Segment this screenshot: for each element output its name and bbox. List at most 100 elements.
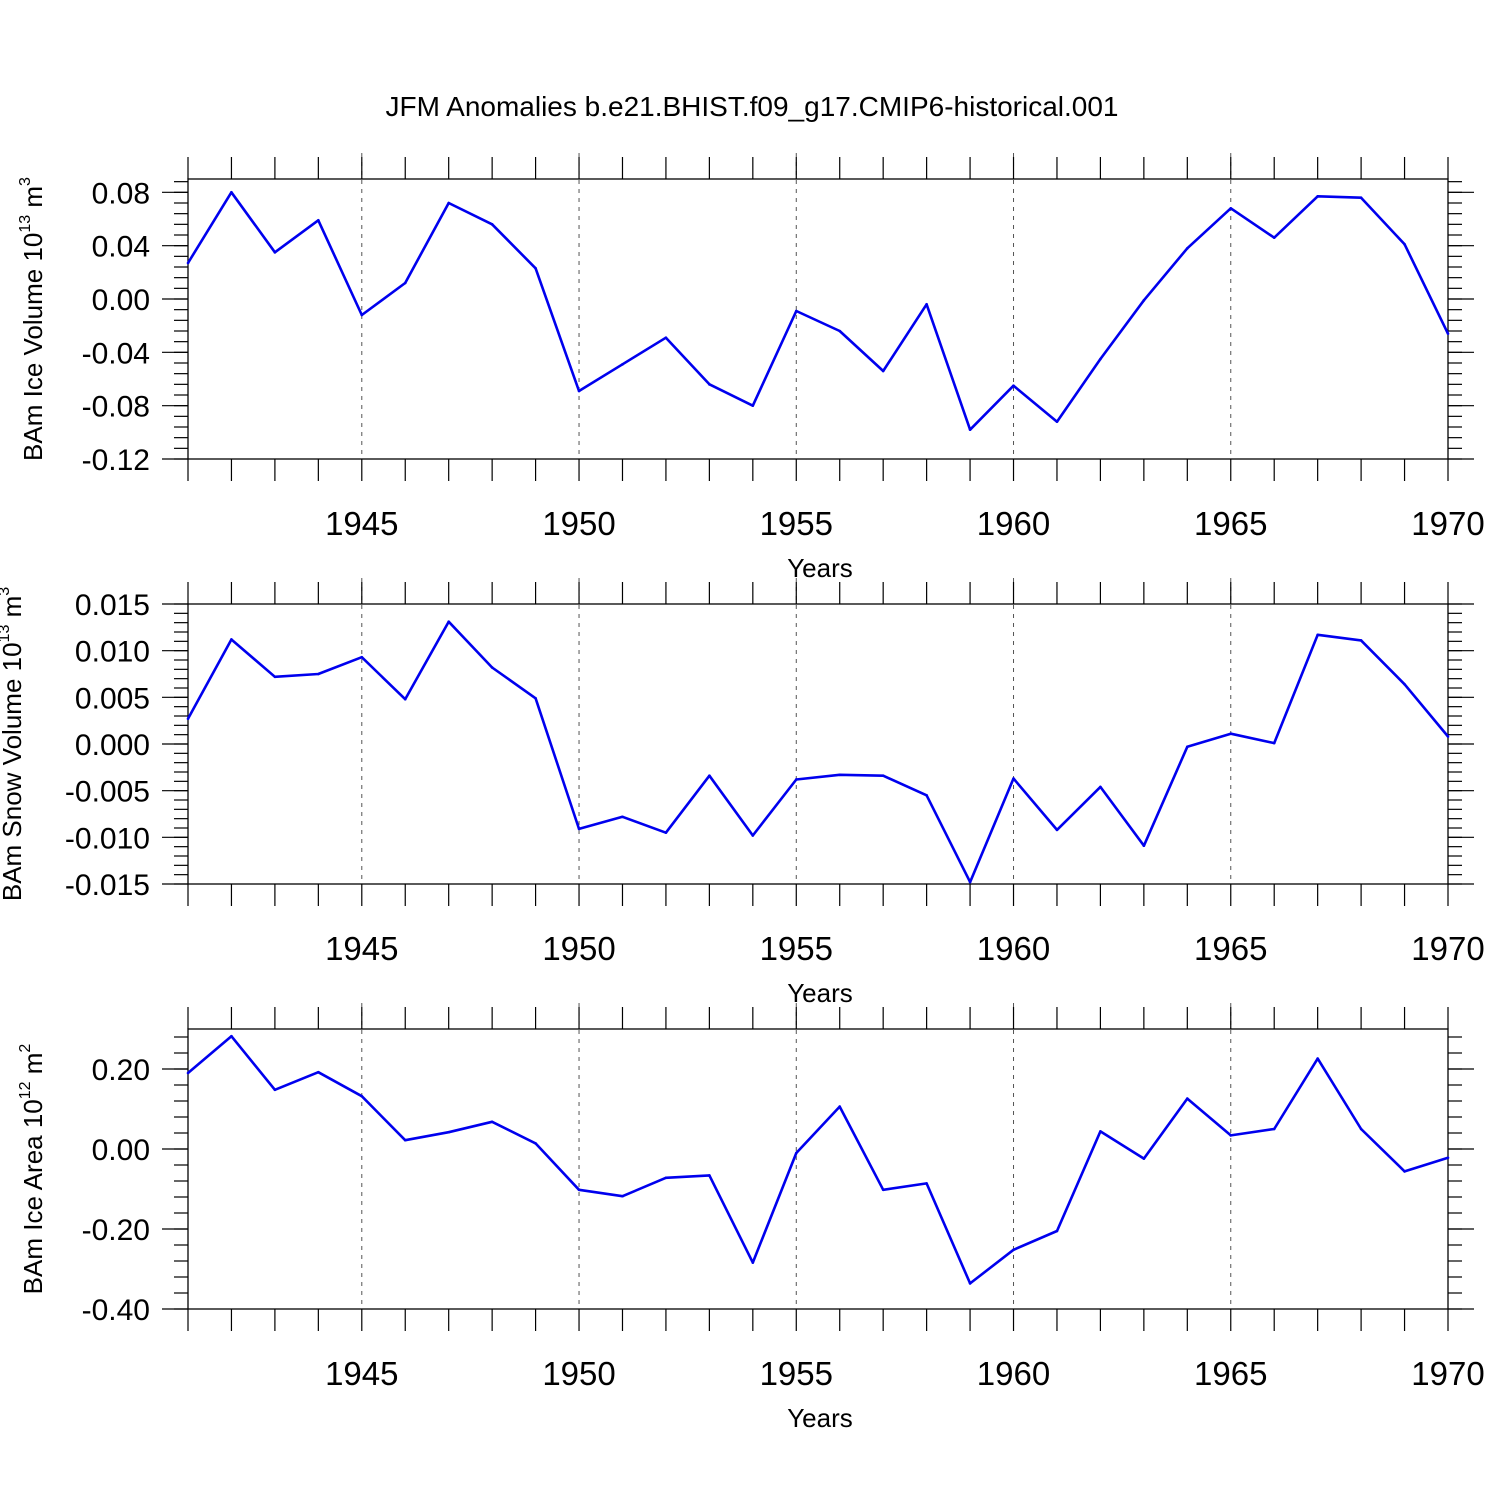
data-point [621,815,624,819]
data-point [186,717,190,721]
x-axis-label: Years [787,553,853,583]
data-point [794,778,798,781]
panel-snow-volume: 0.015 0.010 0.005 0.000 -0.005 -0.010 -0.015 19… [0,578,1485,1008]
data-point [490,1120,494,1124]
data-point [794,309,798,313]
data-point [490,223,494,226]
y-axis-label: BAm Snow Volume 1013 m3 [0,587,27,901]
data-point [664,336,668,339]
x-tick-label: 1955 [760,505,833,542]
data-point [968,880,972,884]
y-tick-label: -0.005 [65,776,150,809]
data-point [1272,741,1276,745]
y-tick-label: 0.000 [75,729,150,762]
y-tick-label: 0.010 [75,636,150,669]
data-point [751,404,755,407]
data-point [1142,1157,1146,1160]
data-point [317,219,320,222]
y-tick-label: 0.00 [92,284,150,317]
data-point [621,363,624,366]
data-point [534,696,537,700]
data-point [1446,332,1450,335]
data-point [751,1261,755,1264]
data-point [447,1130,450,1134]
data-point [1272,1127,1276,1131]
data-point [360,1094,364,1098]
data-point [838,773,842,777]
data-point [1403,1170,1406,1173]
data-point [1316,1057,1319,1060]
data-point [534,1142,537,1145]
chart-title: JFM Anomalies b.e21.BHIST.f09_g17.CMIP6-… [385,91,1118,122]
plot-frame [187,1028,1449,1310]
y-tick-label: -0.12 [82,444,150,477]
data-point [273,1088,277,1092]
data-point [968,1282,972,1285]
data-point [1055,828,1059,832]
y-tick-label: -0.010 [65,822,150,855]
data-point [1099,357,1102,361]
data-point [490,666,494,669]
data-point [230,191,233,194]
y-tick-label: -0.04 [82,337,150,370]
data-point [838,329,842,333]
data-point [230,1034,233,1038]
y-tick-label: 0.04 [92,231,150,264]
y-tick-label: 0.015 [75,589,150,622]
data-point [1012,777,1015,780]
x-tick-label: 1965 [1194,505,1267,542]
data-point [1099,785,1102,789]
data-point [881,369,885,373]
data-point [534,267,537,270]
data-point [1012,384,1015,387]
series-line [186,191,1450,432]
data-point [1012,1248,1015,1252]
data-point [708,1174,711,1177]
x-tick-label: 1960 [977,1355,1050,1392]
data-point [1359,639,1363,642]
data-point [881,1188,885,1192]
data-point [621,1194,624,1198]
panels: 0.08 0.04 0.00 -0.04 -0.08 -0.12 1945 1950 1955 1… [0,153,1485,1433]
x-axis-label: Years [787,1403,853,1433]
data-point [317,672,320,676]
data-point [1055,420,1059,423]
panel-ice-area: 0.20 0.00 -0.20 -0.40 1945 1950 1955 1960 1965 19… [17,1003,1485,1433]
series-line [186,620,1449,884]
data-point [403,1138,407,1142]
data-point [1316,633,1319,637]
x-tick-label: 1950 [542,505,615,542]
plot-frame [187,178,1449,460]
data-point [360,313,364,317]
data-point [186,261,190,265]
data-point [968,428,972,431]
data-point [881,774,885,778]
data-point [1359,1127,1363,1131]
x-tick-label: 1950 [542,930,615,967]
data-point [1229,1134,1233,1137]
y-tick-label: 0.08 [92,177,150,210]
data-point [751,834,755,837]
data-point [708,383,711,386]
data-point [577,1188,581,1192]
data-point [1446,1156,1450,1160]
y-tick-label: 0.00 [92,1134,150,1167]
data-point [925,303,928,306]
x-tick-label: 1960 [977,505,1050,542]
data-point [447,620,450,624]
data-point [1186,745,1189,749]
data-point [925,1182,928,1185]
data-point [403,697,407,701]
data-point [1055,1229,1059,1233]
y-axis-label: BAm Ice Volume 1013 m3 [17,177,48,461]
data-point [664,1176,668,1180]
y-axis-label: BAm Ice Area 1012 m2 [17,1044,48,1295]
data-point [577,389,581,393]
data-point [1403,243,1406,246]
y-tick-label: 0.005 [75,682,150,715]
x-tick-label: 1945 [325,505,398,542]
panel-ice-volume: 0.08 0.04 0.00 -0.04 -0.08 -0.12 1945 1950 1955 1… [17,153,1485,583]
x-tick-label: 1970 [1411,1355,1484,1392]
data-point [664,831,668,834]
x-tick-label: 1965 [1194,1355,1267,1392]
